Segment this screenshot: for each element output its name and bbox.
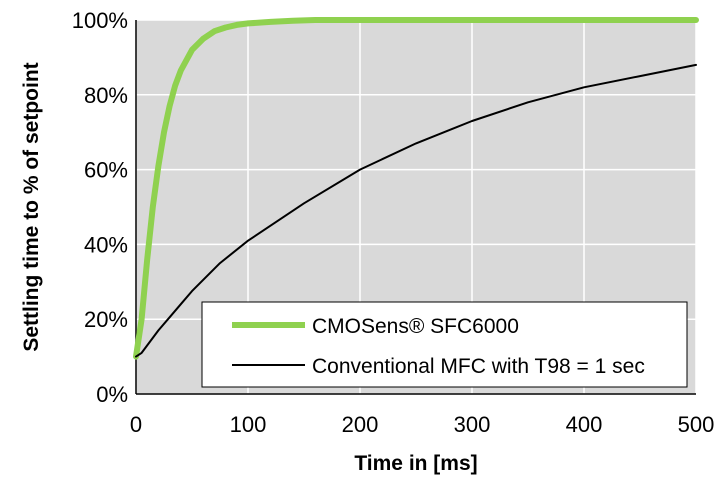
legend-label-sfc6000: CMOSens® SFC6000 xyxy=(312,315,519,338)
y-tick-label: 40% xyxy=(84,232,128,257)
y-tick-labels: 0% 20% 40% 60% 80% 100% xyxy=(72,8,128,407)
legend-box xyxy=(201,301,688,388)
legend-label-conventional-mfc: Conventional MFC with T98 = 1 sec xyxy=(312,355,645,378)
x-tick-label: 0 xyxy=(130,412,142,437)
x-tick-labels: 0 100 200 300 400 500 xyxy=(130,412,714,437)
y-tick-label: 60% xyxy=(84,158,128,183)
x-tick-label: 100 xyxy=(230,412,267,437)
y-axis-title: Settling time to % of setpoint xyxy=(20,62,43,351)
x-axis-title: Time in [ms] xyxy=(354,452,477,475)
x-tick-label: 400 xyxy=(566,412,603,437)
y-tick-label: 0% xyxy=(96,382,128,407)
series-lines xyxy=(133,17,699,360)
series-line-0 xyxy=(133,17,699,360)
series-line-1 xyxy=(135,63,697,358)
x-tick-label: 200 xyxy=(342,412,379,437)
legend: CMOSens® SFC6000 Conventional MFC with T… xyxy=(201,301,688,388)
y-tick-label: 80% xyxy=(84,83,128,108)
y-tick-label: 20% xyxy=(84,307,128,332)
x-tick-label: 500 xyxy=(678,412,715,437)
y-tick-label: 100% xyxy=(72,8,128,33)
x-tick-label: 300 xyxy=(454,412,491,437)
